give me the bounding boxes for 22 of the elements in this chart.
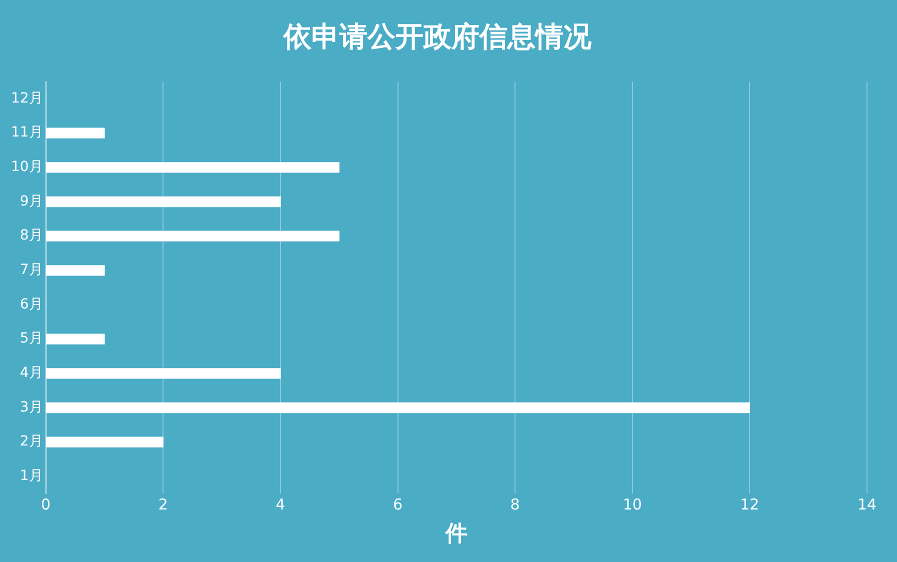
x-tick-label: 12	[740, 495, 760, 514]
y-tick-label: 2月	[20, 434, 43, 450]
x-tick-label: 8	[510, 495, 520, 514]
y-tick-label: 9月	[20, 193, 43, 210]
y-tick-label: 12月	[10, 90, 43, 106]
y-tick-label: 3月	[20, 399, 43, 416]
y-tick-label: 8月	[20, 228, 43, 244]
x-tick-label: 0	[41, 495, 51, 514]
y-tick-label: 5月	[20, 330, 43, 347]
y-tick-label: 11月	[10, 124, 43, 141]
x-tick-label: 4	[276, 495, 286, 514]
y-tick-label: 4月	[20, 365, 43, 382]
y-tick-label: 10月	[10, 159, 43, 176]
x-tick-label: 14	[857, 495, 877, 514]
y-tick-label: 1月	[20, 468, 43, 484]
x-tick-label: 10	[622, 495, 642, 514]
x-tick-label: 2	[158, 495, 168, 514]
y-tick-label: 7月	[20, 262, 43, 278]
y-tick-label: 6月	[20, 296, 43, 312]
chart-title: 依申请公开政府信息情况	[282, 20, 592, 54]
x-axis-title: 件	[444, 522, 468, 547]
x-tick-label: 6	[392, 495, 403, 514]
